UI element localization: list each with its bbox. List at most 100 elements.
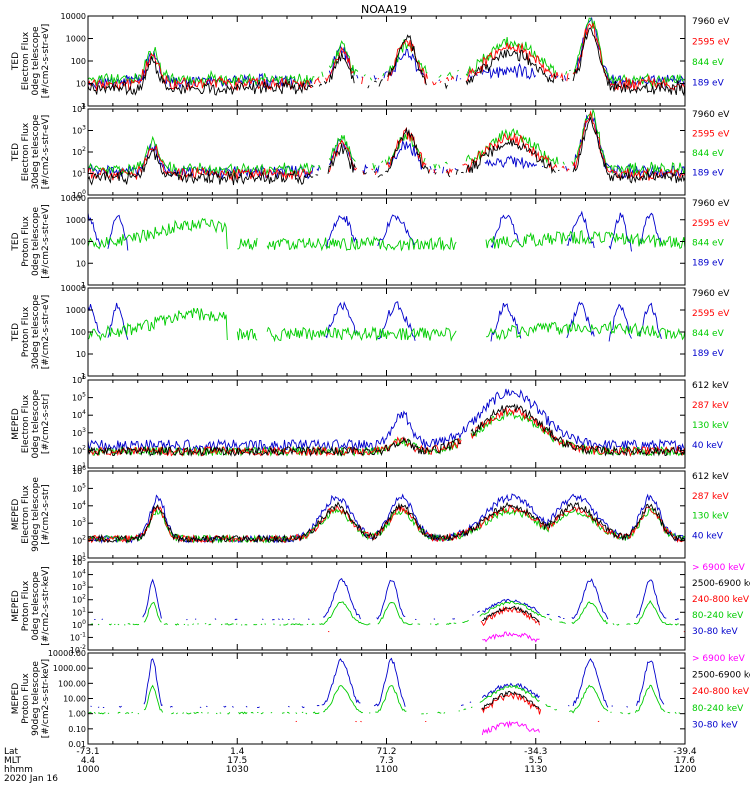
y-axis-title-line: MEPED [11, 683, 21, 715]
legend: > 6900 keV 2500-6900 keV 240-800 keV 80-240… [692, 654, 750, 730]
x-tick-mlt: 17.6 [675, 756, 695, 766]
y-axis-title-line: 90deg telescope [31, 661, 41, 736]
legend-entry: 2595 eV [692, 38, 730, 48]
y-axis-title-line: 0deg telescope [31, 207, 41, 277]
ytick-label: 0.01 [68, 740, 86, 749]
x-tick-mlt: 4.4 [81, 756, 96, 766]
legend-entry: 2500-6900 keV [692, 579, 750, 589]
ytick-label: 105 [72, 392, 86, 403]
ytick-label: 10-2 [70, 644, 86, 655]
legend-entry: 189 eV [692, 169, 725, 179]
ytick-label: 10 [76, 259, 86, 268]
legend-entry: 844 eV [692, 329, 725, 339]
x-tick-hhmm: 1000 [77, 765, 100, 775]
x-tick-hhmm: 1200 [674, 765, 697, 775]
y-axis-title-line: Proton Flux [21, 673, 31, 724]
y-axis-title-line: 0deg telescope [31, 389, 41, 459]
panel-5: 101 102 103 104 105 106 MEPEDElectron Flux0deg… [11, 374, 729, 473]
ytick-label: 1.00 [68, 710, 86, 719]
ytick-label: 101 [72, 168, 86, 179]
x-tick-hhmm: 1100 [375, 765, 398, 775]
x-tick-lat: -34.3 [524, 747, 547, 757]
ytick-label: 100 [72, 189, 86, 200]
y-axis-title: TEDProton Flux30deg telescope[#/cm2-s-st… [11, 294, 51, 369]
legend-entry: 2595 eV [692, 309, 730, 319]
ytick-label: 1000 [66, 35, 86, 44]
legend: > 6900 keV 2500-6900 keV 240-800 keV 80-240… [692, 563, 750, 637]
legend-entry: 80-240 keV [692, 704, 744, 714]
y-axis-title-line: [#/cm2-s-str-keV] [41, 566, 51, 645]
panel-2: 100 101 102 103 104 TEDElectron Flux30deg tel… [11, 103, 730, 200]
x-row-label: MLT [4, 756, 22, 766]
trace-80-240-kev [88, 685, 685, 714]
legend-entry: 7960 eV [692, 199, 730, 209]
legend-entry: 7960 eV [692, 110, 730, 120]
ytick-label: 103 [72, 517, 86, 528]
y-axis-title-line: TED [11, 232, 21, 251]
y-axis-title-line: [#/cm2-s-str-eV] [41, 204, 51, 279]
legend-entry: 844 eV [692, 58, 725, 68]
ytick-label: 10000.00 [48, 649, 86, 658]
panel-4-traces [88, 301, 685, 343]
legend-entry: 287 keV [692, 401, 729, 411]
ytick-label: 102 [72, 535, 86, 546]
ytick-label: 1000.00 [53, 664, 86, 673]
ytick-label: 103 [72, 427, 86, 438]
legend-entry: 2595 eV [692, 219, 730, 229]
panel-2-traces [88, 109, 685, 186]
y-axis-title-line: Proton Flux [21, 216, 31, 267]
ytick-label: 1 [81, 372, 86, 381]
legend-entry: 240-800 keV [692, 595, 750, 605]
x-tick-lat: -73.1 [76, 747, 99, 757]
y-axis-title: MEPEDProton Flux0deg telescope[#/cm2-s-s… [11, 566, 51, 645]
legend-entry: 40 keV [692, 441, 724, 451]
legend-entry: 189 eV [692, 349, 725, 359]
ytick-label: 105 [72, 556, 86, 567]
panel-3: 1 10 100 1000 10000 TEDProton Flux0deg telesc… [11, 194, 730, 290]
trace-612-kev [88, 501, 685, 544]
trace-844-ev [88, 109, 685, 177]
trace-240-800-kev [296, 693, 677, 722]
y-axis-title-line: TED [11, 52, 21, 71]
panel-8: 0.010.101.0010.00100.001000.0010000.00ME… [11, 649, 750, 749]
y-axis-title-line: [#/cm2-s-str] [41, 394, 51, 454]
legend-entry: 612 keV [692, 472, 729, 482]
ytick-label: 102 [72, 146, 86, 157]
legend-entry: 189 eV [692, 79, 725, 89]
trace-189-ev [88, 112, 685, 180]
trace-844-ev [88, 17, 685, 88]
panel-5-traces [88, 388, 685, 458]
trace-30-80-kev [94, 579, 684, 620]
trace--6900-kev [482, 631, 540, 643]
trace-30-80-kev [91, 659, 686, 708]
ytick-label: 10000 [61, 12, 86, 21]
legend-entry: 189 eV [692, 258, 725, 268]
legend-entry: 2595 eV [692, 130, 730, 140]
legend-entry: 844 eV [692, 239, 725, 249]
y-axis-title: MEPEDElectron Flux0deg telescope[#/cm2-s… [11, 389, 51, 459]
ytick-label: 1 [81, 102, 86, 111]
ytick-label: 102 [72, 444, 86, 455]
y-axis-title: TEDProton Flux0deg telescope[#/cm2-s-str… [11, 204, 51, 279]
y-axis-title-line: TED [11, 323, 21, 342]
y-axis-title-line: 30deg telescope [31, 114, 41, 189]
ytick-label: 104 [72, 500, 86, 511]
legend: 7960 eV 2595 eV 844 eV 189 eV [692, 17, 730, 89]
legend-entry: 612 keV [692, 381, 729, 391]
y-axis-title-line: Electron Flux [21, 394, 31, 453]
ytick-label: 100 [71, 238, 86, 247]
x-tick-lat: 1.4 [230, 747, 245, 757]
legend-entry: 844 eV [692, 149, 725, 159]
ytick-label: 100.00 [58, 679, 86, 688]
ytick-label: 10000 [61, 194, 86, 203]
ytick-label: 10 [76, 350, 86, 359]
y-axis-title: TEDElectron Flux0deg telescope[#/cm2-s-s… [11, 24, 51, 99]
x-tick-mlt: 5.5 [529, 756, 543, 766]
y-axis-title-line: [#/cm2-s-str-eV] [41, 24, 51, 99]
trace--6900-kev [481, 720, 540, 736]
panel-frame [87, 379, 686, 469]
x-tick-lat: -39.4 [673, 747, 697, 757]
y-axis-title-line: MEPED [11, 499, 21, 531]
